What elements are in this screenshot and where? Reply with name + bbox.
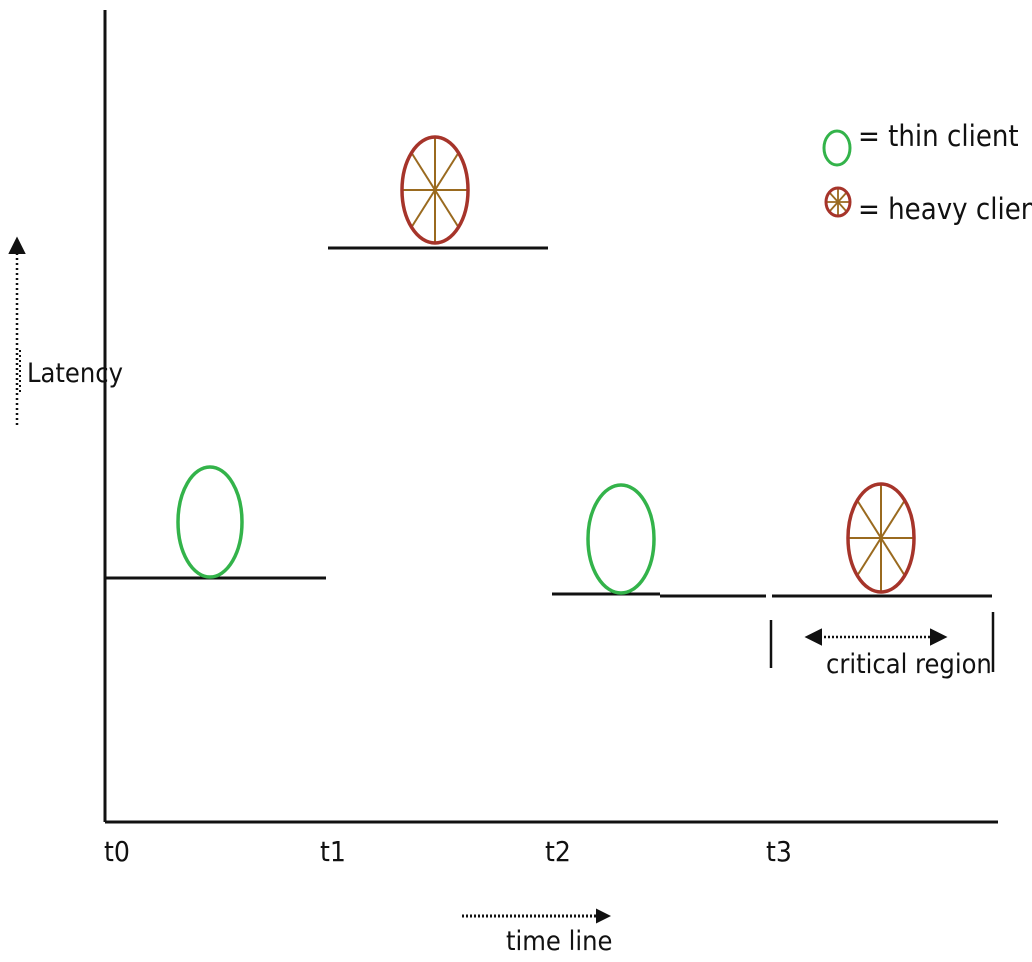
x-axis-label: time line (506, 926, 612, 957)
heavy-client-1 (400, 135, 470, 245)
tick-label-t0: t0 (104, 835, 130, 868)
thin-client-2 (586, 483, 656, 595)
heavy-client-2 (846, 482, 916, 594)
critical-region-label: critical region (826, 649, 992, 680)
tick-label-t2: t2 (545, 835, 571, 868)
y-axis-label: Latency (27, 358, 123, 389)
tick-label-t3: t3 (766, 835, 792, 868)
tick-label-t1: t1 (320, 835, 346, 868)
heavy-client-symbol (824, 186, 852, 218)
legend: = thin client = heavy client (822, 119, 1032, 226)
legend-heavy-label: = heavy client (858, 192, 1032, 226)
thin-client-1 (176, 465, 244, 579)
legend-thin-label: = thin client (858, 119, 1019, 153)
thin-client-symbol (822, 129, 852, 167)
